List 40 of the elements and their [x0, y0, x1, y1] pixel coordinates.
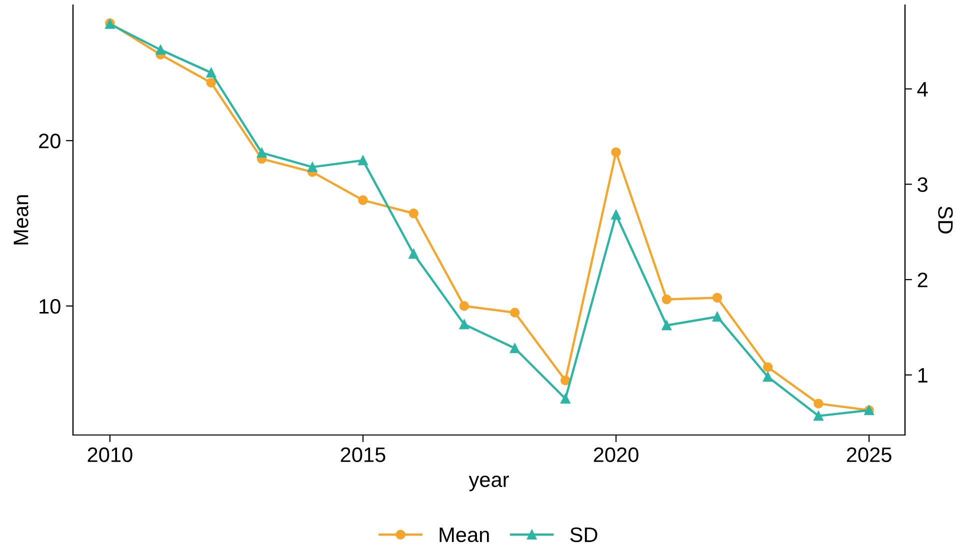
- y2-tick-label: 2: [918, 272, 928, 288]
- x-tick-label: 2025: [846, 447, 892, 462]
- x-tick-label: 2010: [88, 447, 132, 462]
- point: [510, 343, 520, 354]
- y-tick-label: 20: [39, 134, 60, 148]
- point: [408, 208, 418, 218]
- x-tick-label: 2015: [340, 447, 386, 462]
- point: [560, 394, 570, 404]
- point: [408, 248, 418, 259]
- point: [662, 294, 672, 304]
- point: [712, 292, 722, 303]
- point: [206, 68, 216, 78]
- y2-tick-label: 4: [917, 82, 928, 96]
- point: [256, 148, 267, 158]
- x-axis-title: year: [468, 476, 509, 492]
- point: [814, 398, 824, 408]
- point: [662, 320, 672, 330]
- point: [206, 78, 216, 88]
- point: [156, 44, 166, 55]
- y2-axis-title: SD: [938, 206, 953, 234]
- point: [762, 372, 773, 382]
- point: [459, 301, 470, 311]
- y2-tick-label: 1: [918, 368, 928, 382]
- point: [814, 411, 824, 421]
- y2-tick-label: 3: [918, 177, 928, 192]
- point: [560, 376, 570, 386]
- point: [510, 308, 520, 318]
- point: [358, 156, 368, 166]
- legend-label: SD: [570, 527, 598, 542]
- point: [611, 210, 621, 220]
- point: [459, 320, 470, 330]
- point: [712, 312, 722, 322]
- y-tick-label: 10: [40, 299, 60, 314]
- point: [611, 147, 621, 158]
- point: [358, 195, 368, 206]
- y-axis-title: Mean: [14, 195, 28, 244]
- x-tick-label: 2020: [594, 447, 638, 462]
- point: [762, 362, 773, 372]
- legend-label: Mean: [440, 528, 489, 542]
- point: [308, 162, 318, 172]
